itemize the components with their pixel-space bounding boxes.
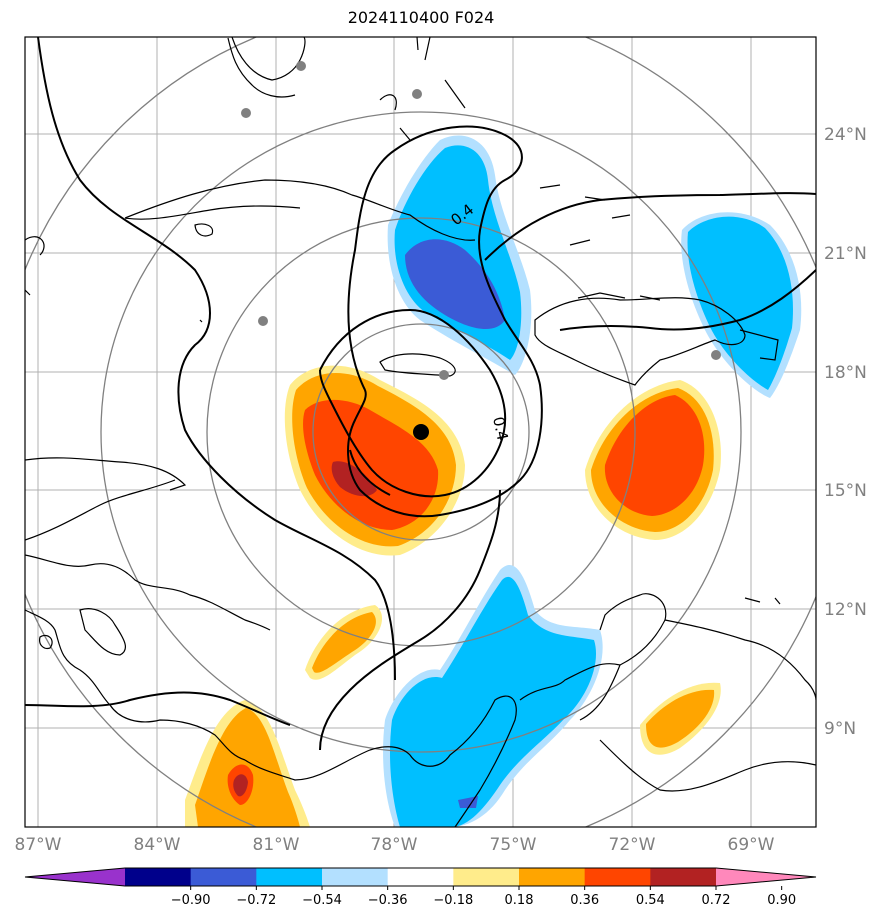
- station-marker: [296, 61, 306, 71]
- colorbar-tick-label: −0.72: [236, 893, 276, 908]
- negative-anomaly-shading: [383, 135, 802, 827]
- map-plot-area: 0.4 0.4: [25, 37, 816, 827]
- lon-label: 69°W: [728, 835, 775, 855]
- range-rings: [25, 37, 816, 827]
- lon-label: 87°W: [15, 835, 62, 855]
- colorbar-tick-label: −0.54: [302, 893, 342, 908]
- colorbar-segment: [125, 868, 192, 886]
- colorbar-extend-min: [25, 868, 125, 886]
- station-marker: [439, 370, 449, 380]
- colorbar-tick-label: −0.18: [433, 893, 473, 908]
- colorbar-tick-label: 0.72: [702, 893, 731, 908]
- colorbar-segment: [256, 868, 323, 886]
- map-title: 2024110400 F024: [347, 8, 495, 27]
- station-marker: [412, 89, 422, 99]
- colorbar-tick-label: −0.90: [171, 893, 211, 908]
- colorbar-segment: [190, 868, 257, 886]
- colorbar-tick-label: −0.36: [368, 893, 408, 908]
- lat-label: 12°N: [824, 600, 867, 620]
- colorbar-tick-label: 0.18: [505, 893, 534, 908]
- lon-label: 84°W: [134, 835, 181, 855]
- colorbar-segment: [322, 868, 389, 886]
- longitude-labels: 87°W 84°W 81°W 78°W 75°W 72°W 69°W: [15, 835, 775, 855]
- colorbar-tick-label: 0.90: [767, 893, 796, 908]
- lon-label: 78°W: [371, 835, 418, 855]
- colorbar-tick-label: 0.36: [570, 893, 599, 908]
- lon-label: 75°W: [490, 835, 537, 855]
- colorbar-segment: [387, 868, 454, 886]
- station-marker: [711, 350, 721, 360]
- lat-label: 18°N: [824, 363, 867, 383]
- colorbar-segment: [650, 868, 717, 886]
- lat-label: 24°N: [824, 125, 867, 145]
- lon-label: 81°W: [253, 835, 300, 855]
- colorbar-segment: [519, 868, 586, 886]
- contour-lines: [25, 37, 816, 751]
- lat-label: 9°N: [824, 719, 856, 739]
- positive-anomaly-shading: [185, 365, 721, 827]
- colorbar-segment: [453, 868, 520, 886]
- station-marker: [241, 108, 251, 118]
- lon-label: 72°W: [609, 835, 656, 855]
- latitude-labels: 24°N 21°N 18°N 15°N 12°N 9°N: [824, 125, 867, 739]
- colorbar-tick-label: 0.54: [636, 893, 665, 908]
- lat-label: 21°N: [824, 244, 867, 264]
- plot-frame: [24, 36, 817, 828]
- colorbar-outline: [24, 867, 817, 887]
- colorbar: −0.90 −0.72 −0.54 −0.36 −0.18 0.18 0.36 0.54 0.7…: [24, 867, 817, 908]
- colorbar-extend-max: [716, 868, 816, 886]
- contour-label: 0.4: [489, 415, 512, 442]
- colorbar-segment: [584, 868, 651, 886]
- station-marker: [258, 316, 268, 326]
- lat-label: 15°N: [824, 481, 867, 501]
- storm-center-marker: [413, 424, 429, 440]
- station-markers: [241, 61, 721, 380]
